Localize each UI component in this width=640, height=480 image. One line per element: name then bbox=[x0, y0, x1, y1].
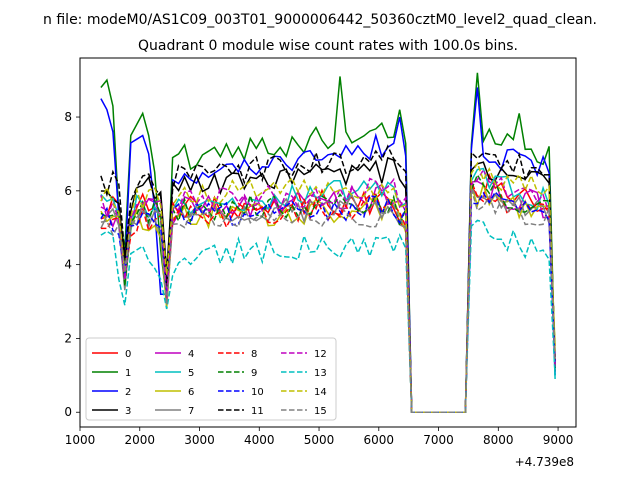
legend-label-14: 14 bbox=[314, 387, 327, 398]
x-tick-label: 3000 bbox=[184, 433, 215, 447]
plot-frame bbox=[79, 57, 577, 428]
x-tick-label: 6000 bbox=[364, 433, 395, 447]
legend-label-0: 0 bbox=[125, 349, 131, 360]
x-tick-label: 4000 bbox=[244, 433, 275, 447]
legend-label-15: 15 bbox=[314, 406, 327, 417]
legend-label-13: 13 bbox=[314, 368, 327, 379]
x-tick-label: 8000 bbox=[483, 433, 514, 447]
series-line-13 bbox=[100, 219, 556, 413]
y-tick-label: 8 bbox=[64, 110, 72, 124]
plot-area bbox=[100, 72, 556, 413]
legend-label-5: 5 bbox=[188, 368, 194, 379]
series-line-2 bbox=[100, 87, 556, 413]
x-tick-label: 2000 bbox=[124, 433, 155, 447]
x-offset-text: +4.739e8 bbox=[515, 455, 574, 469]
series-line-12 bbox=[100, 168, 556, 413]
series-line-14 bbox=[100, 161, 556, 413]
series-line-15 bbox=[100, 188, 556, 413]
legend-frame bbox=[85, 337, 337, 421]
series-line-10 bbox=[100, 190, 556, 413]
series-line-11 bbox=[100, 144, 556, 413]
series-line-1 bbox=[100, 72, 556, 413]
series-line-9 bbox=[100, 173, 556, 413]
legend-label-1: 1 bbox=[125, 368, 131, 379]
legend-label-10: 10 bbox=[251, 387, 264, 398]
x-tick-label: 9000 bbox=[543, 433, 574, 447]
y-tick-label: 6 bbox=[64, 184, 72, 198]
chart-title: Quadrant 0 module wise count rates with … bbox=[138, 38, 518, 54]
chart-suptitle: n file: modeM0/AS1C09_003T01_9000006442_… bbox=[43, 12, 597, 28]
y-tick-label: 2 bbox=[64, 331, 72, 345]
axes-ticks: 1000 2000 3000 4000 5000 6000 7000 8000 9000 0 2 4 6… bbox=[64, 110, 573, 447]
legend-label-2: 2 bbox=[125, 387, 131, 398]
legend-label-7: 7 bbox=[188, 406, 194, 417]
x-tick-label: 5000 bbox=[304, 433, 335, 447]
legend-label-9: 9 bbox=[251, 368, 257, 379]
x-tick-label: 7000 bbox=[423, 433, 454, 447]
legend-label-12: 12 bbox=[314, 349, 327, 360]
legend-label-8: 8 bbox=[251, 349, 257, 360]
y-tick-label: 4 bbox=[64, 258, 72, 272]
legend-label-4: 4 bbox=[188, 349, 194, 360]
y-tick-label: 0 bbox=[64, 405, 72, 419]
x-tick-label: 1000 bbox=[65, 433, 96, 447]
legend-label-6: 6 bbox=[188, 387, 194, 398]
legend-label-3: 3 bbox=[125, 406, 131, 417]
series-line-3 bbox=[100, 156, 556, 413]
legend-label-11: 11 bbox=[251, 406, 264, 417]
